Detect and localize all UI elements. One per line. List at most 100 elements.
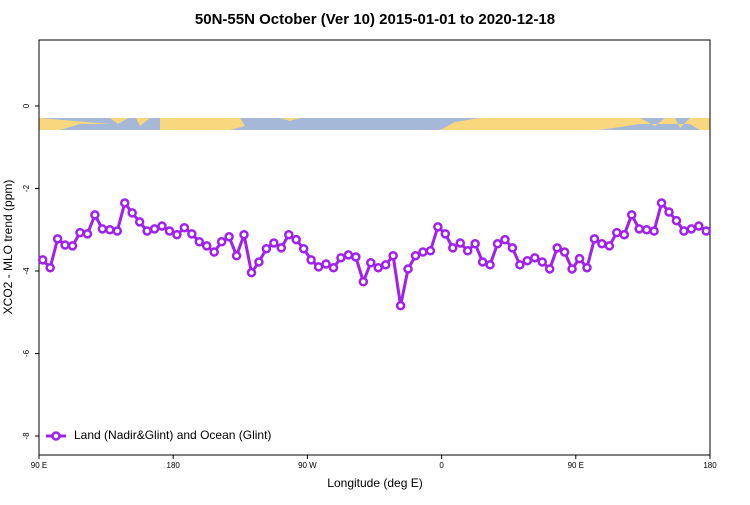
data-point xyxy=(477,257,488,267)
data-point xyxy=(410,251,421,261)
y-tick-label: -8 xyxy=(22,432,31,440)
data-point xyxy=(90,210,100,220)
data-point xyxy=(470,239,480,249)
data-point xyxy=(530,253,540,263)
data-point xyxy=(254,257,264,267)
data-point xyxy=(567,264,577,274)
data-point xyxy=(597,239,607,249)
y-tick-label: 0 xyxy=(22,103,31,108)
data-point xyxy=(105,225,115,235)
data-point xyxy=(686,224,697,234)
data-point xyxy=(664,207,674,217)
x-tick-label: 90 E xyxy=(31,461,47,470)
data-point xyxy=(328,262,339,273)
x-tick-label: 180 xyxy=(703,461,717,470)
data-point xyxy=(291,234,301,245)
data-point xyxy=(380,260,391,270)
data-point xyxy=(522,255,533,266)
y-tick-label: -6 xyxy=(22,349,31,357)
data-point xyxy=(313,262,324,272)
data-point xyxy=(209,247,219,257)
data-point xyxy=(119,198,130,208)
x-tick-label: 90 E xyxy=(568,461,584,470)
data-point xyxy=(455,238,465,248)
data-point xyxy=(679,226,689,236)
data-point xyxy=(604,241,615,251)
data-point xyxy=(82,229,93,239)
data-point xyxy=(179,222,190,233)
plot-frame xyxy=(38,39,711,456)
data-point xyxy=(172,229,182,240)
data-point xyxy=(448,243,458,253)
y-tick-label: -4 xyxy=(22,267,31,275)
data-point xyxy=(187,229,197,239)
data-point xyxy=(97,224,108,234)
data-point xyxy=(582,262,592,273)
data-point xyxy=(142,226,152,236)
data-point xyxy=(694,221,704,231)
x-tick-label: 180 xyxy=(167,461,181,470)
data-point xyxy=(634,224,644,234)
data-point xyxy=(246,267,257,278)
data-point xyxy=(373,262,383,273)
data-point xyxy=(164,226,175,236)
data-point xyxy=(395,300,406,311)
data-point xyxy=(321,259,331,269)
data-point xyxy=(276,243,287,253)
data-point xyxy=(656,198,667,208)
legend-marker xyxy=(51,431,61,441)
y-axis-label: XCO2 - MLO trend (ppm) xyxy=(1,180,15,315)
data-point xyxy=(612,227,622,238)
legend-label: Land (Nadir&Glint) and Ocean (Glint) xyxy=(74,428,271,442)
data-point xyxy=(366,258,376,268)
data-point xyxy=(261,243,272,254)
data-point xyxy=(589,234,600,244)
data-point xyxy=(388,251,398,261)
data-point xyxy=(60,240,70,250)
data-point xyxy=(544,264,555,274)
data-point xyxy=(67,241,78,251)
data-point xyxy=(507,243,518,253)
y-tick-label: -2 xyxy=(22,184,31,192)
data-point xyxy=(574,253,585,264)
x-axis-label: Longitude (deg E) xyxy=(327,476,422,490)
data-point xyxy=(127,208,137,218)
data-point xyxy=(552,243,562,253)
data-point xyxy=(358,276,369,287)
data-point xyxy=(298,243,309,254)
data-point xyxy=(306,255,316,265)
data-point xyxy=(134,217,145,227)
data-point xyxy=(231,251,242,261)
data-point xyxy=(626,210,637,220)
data-point xyxy=(269,238,279,248)
data-point xyxy=(433,222,443,232)
data-point xyxy=(45,262,55,273)
data-point xyxy=(37,255,48,265)
data-point xyxy=(157,221,167,231)
data-point xyxy=(485,260,495,270)
data-point xyxy=(492,239,503,249)
data-point xyxy=(194,236,205,247)
data-point xyxy=(559,247,570,257)
data-point xyxy=(336,253,346,263)
data-point xyxy=(403,264,413,274)
data-point xyxy=(202,241,212,251)
data-point xyxy=(425,246,436,256)
data-point xyxy=(343,250,354,260)
data-point xyxy=(462,246,473,256)
data-point xyxy=(671,215,682,226)
data-point xyxy=(701,226,712,236)
data-point xyxy=(351,252,361,262)
data-point xyxy=(418,247,428,257)
data-point xyxy=(649,226,659,236)
data-point xyxy=(284,229,294,240)
data-point xyxy=(149,224,160,234)
chart-title: 50N-55N October (Ver 10) 2015-01-01 to 2… xyxy=(195,11,555,28)
data-point xyxy=(75,227,85,238)
data-point xyxy=(500,234,510,245)
data-point xyxy=(216,236,227,247)
data-point xyxy=(619,229,630,240)
data-point xyxy=(515,260,525,270)
data-point xyxy=(641,225,652,235)
